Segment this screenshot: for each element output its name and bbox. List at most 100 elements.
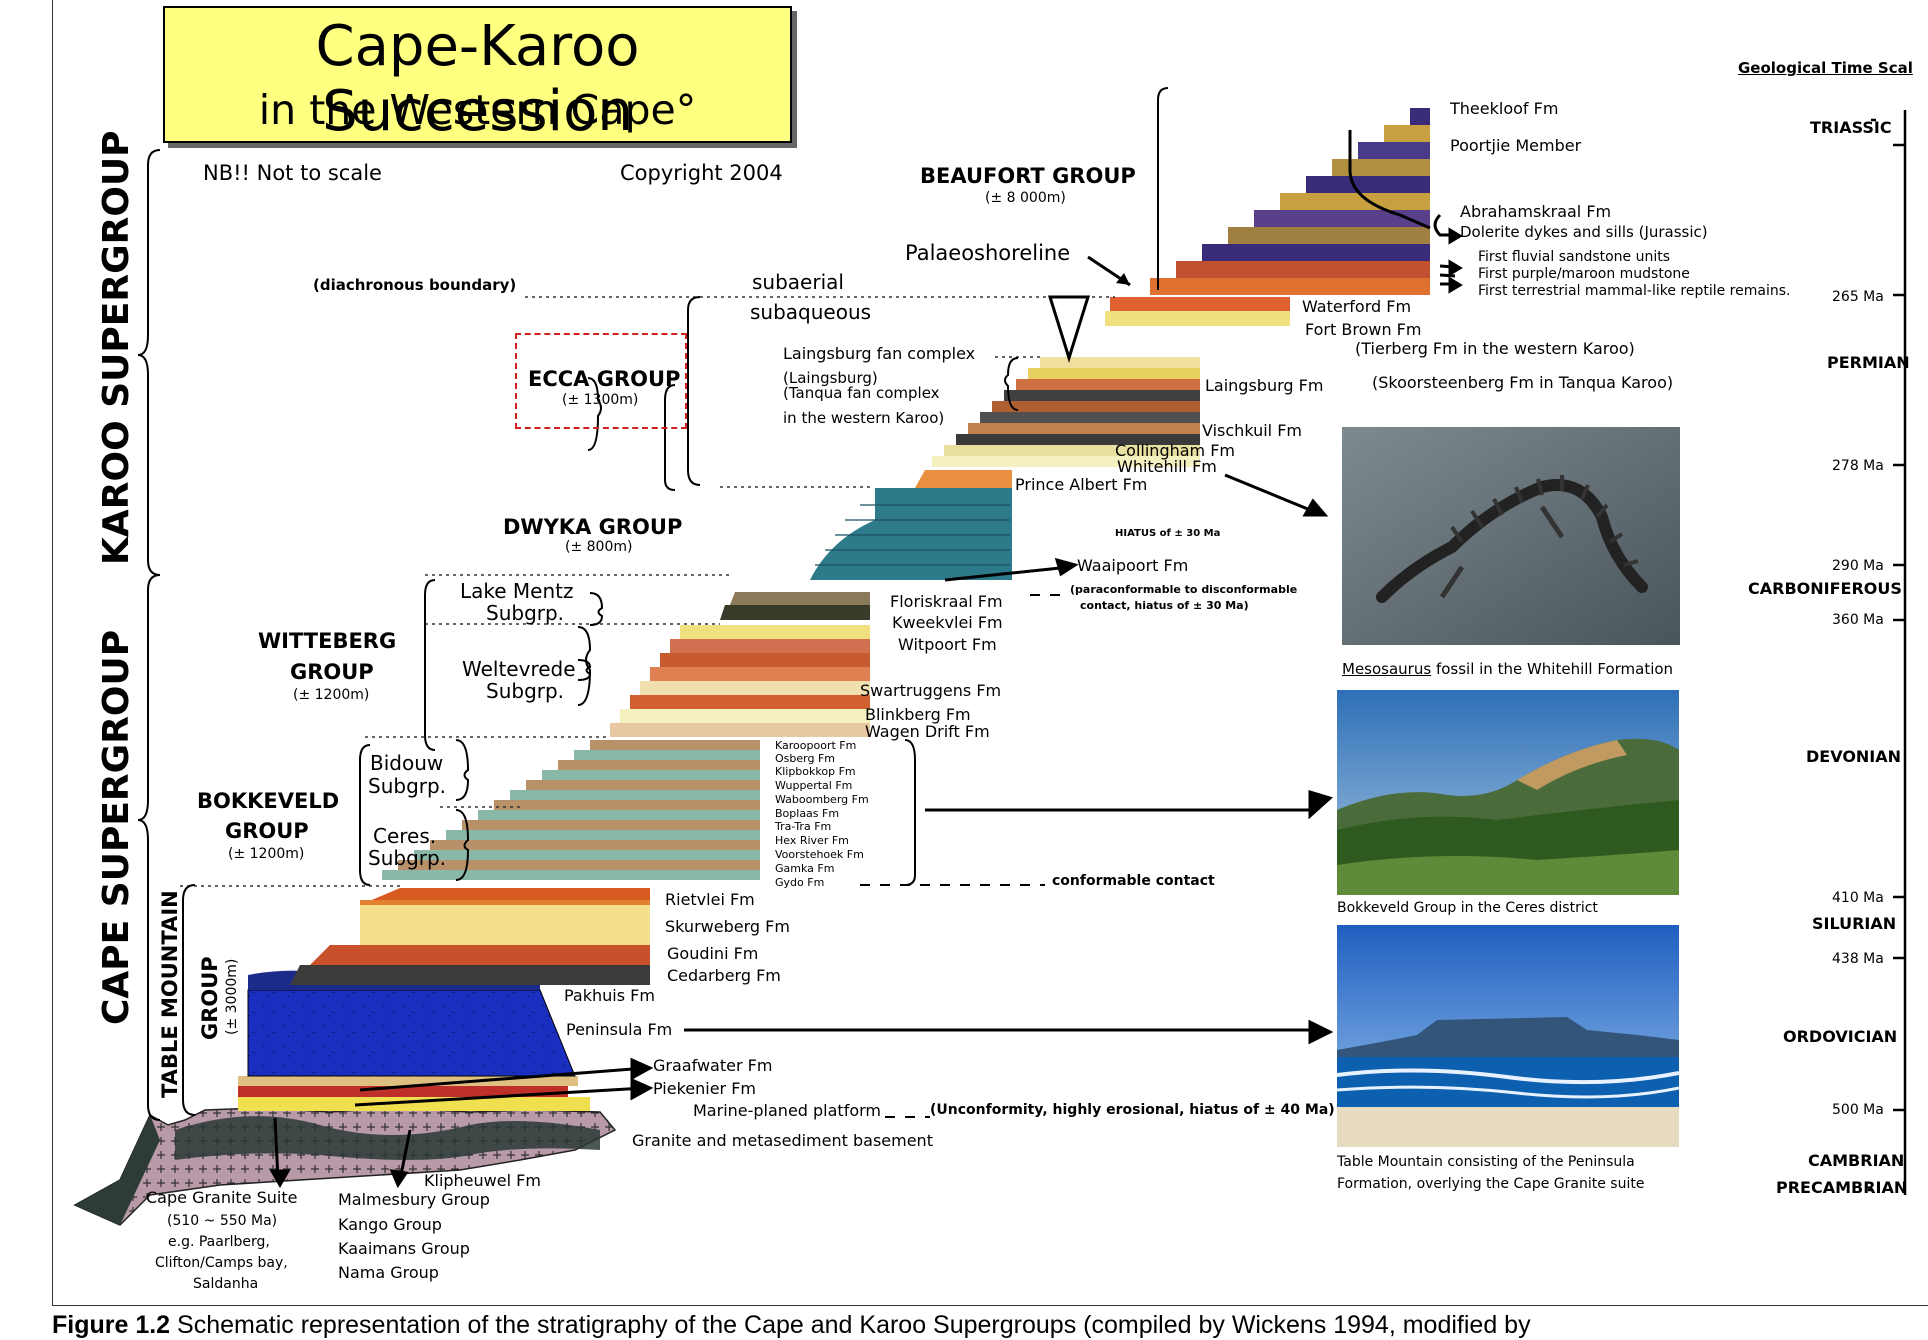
dwyka-thickness: (± 800m) — [565, 539, 633, 555]
witteberg-band — [670, 639, 870, 653]
boplaas-label: Boplaas Fm — [775, 807, 840, 820]
cape-supergroup-label: CAPE SUPERGROUP — [96, 629, 137, 1025]
skoorsteenberg-label: (Skoorsteenberg Fm in Tanqua Karoo) — [1372, 373, 1674, 392]
bokkeveld-band — [526, 780, 760, 790]
bokkeveld-image — [1337, 690, 1679, 895]
ceres-subgroup-2: Subgrp. — [368, 846, 447, 870]
klipbokkop-label: Klipbokkop Fm — [775, 765, 856, 778]
witpoort-label: Witpoort Fm — [898, 635, 997, 654]
copyright-note: Copyright 2004 — [620, 161, 783, 185]
beaufort-band — [1410, 108, 1430, 125]
collingham-label: Collingham Fm — [1115, 441, 1235, 460]
purple-mudstone-label: First purple/maroon mudstone — [1478, 266, 1690, 282]
bokkeveld-band — [494, 800, 760, 810]
beaufort-thickness: (± 8 000m) — [985, 190, 1066, 206]
bidouw-subgroup-2: Subgrp. — [368, 774, 447, 798]
theekloof-label: Theekloof Fm — [1450, 99, 1559, 118]
weltevrede-subgroup: Weltevrede — [462, 657, 576, 681]
figure-caption: Figure 1.2 Schematic representation of t… — [52, 1311, 1531, 1340]
beaufort-band — [1332, 159, 1430, 176]
hex-river-label: Hex River Fm — [775, 834, 849, 847]
peninsula-label: Peninsula Fm — [566, 1020, 673, 1039]
prince-albert-label: Prince Albert Fm — [1015, 475, 1148, 494]
gydo-label: Gydo Fm — [775, 876, 825, 889]
tanqua-fan-label: (Tanqua fan complex — [783, 384, 940, 402]
dwyka-layer — [810, 488, 1012, 580]
tablemountain-photo — [1337, 925, 1679, 1147]
lake-mentz-layer — [730, 592, 870, 605]
figure-caption-bold: Figure 1.2 — [52, 1311, 171, 1339]
waboomberg-label: Waboomberg Fm — [775, 793, 869, 806]
whitehill-label: Whitehill Fm — [1117, 457, 1217, 476]
beaufort-strata — [1105, 108, 1430, 326]
bokkeveld-strata — [382, 740, 760, 880]
tablemountain-caption-2: Formation, overlying the Cape Granite su… — [1337, 1176, 1645, 1192]
subaqueous-label: subaqueous — [750, 300, 872, 324]
figure-caption-rest: Schematic representation of the stratigr… — [170, 1311, 1531, 1339]
ceres-subgroup: Ceres. — [373, 824, 437, 848]
hiatus-label: HIATUS of ± 30 Ma — [1115, 528, 1221, 539]
bokkeveld-band — [542, 770, 760, 780]
ecca-group-label: ECCA GROUP — [528, 367, 681, 391]
weltevrede-subgroup-2: Subgrp. — [486, 679, 565, 703]
period-permian: PERMIAN — [1827, 353, 1910, 372]
floriskraal-label: Floriskraal Fm — [890, 592, 1003, 611]
palaeoshoreline-label: Palaeoshoreline — [905, 241, 1071, 265]
goudini-label: Goudini Fm — [667, 944, 759, 963]
bokkeveld-band — [590, 740, 760, 750]
gamka-label: Gamka Fm — [775, 862, 835, 875]
ecca-band — [932, 456, 1200, 467]
bokkeveld-band — [574, 750, 760, 760]
piekenier-label: Piekenier Fm — [653, 1079, 757, 1098]
age-360: 360 Ma — [1832, 612, 1884, 628]
tierberg-label: (Tierberg Fm in the western Karoo) — [1355, 339, 1635, 358]
wuppertal-label: Wuppertal Fm — [775, 779, 853, 792]
beaufort-band — [1280, 193, 1430, 210]
rietvlei-label: Rietvlei Fm — [665, 890, 755, 909]
ecca-box — [515, 333, 687, 429]
period-cambrian: CAMBRIAN — [1808, 1151, 1905, 1170]
metasediment-basement — [175, 1116, 600, 1160]
title-line1: Cape-Karoo Succession — [315, 14, 640, 144]
bokkeveld-band — [558, 760, 760, 770]
tablemountain-image — [1337, 925, 1679, 1147]
floriskraal-layer — [720, 605, 870, 620]
title-box: Cape-Karoo Succession in the Western Cap… — [163, 6, 792, 144]
laingsburg-fan-label: Laingsburg fan complex — [783, 344, 976, 363]
marine-platform-label: Marine-planed platform — [693, 1101, 882, 1120]
ecca-band — [968, 423, 1200, 434]
period-ordovician: ORDOVICIAN — [1783, 1027, 1898, 1046]
witteberg-thickness: (± 1200m) — [293, 687, 370, 703]
bokkeveld-band — [398, 860, 760, 870]
table-mountain-label: TABLE MOUNTAIN — [158, 890, 182, 1098]
bokkeveld-band — [446, 830, 760, 840]
granite-eg-label: e.g. Paarlberg, — [168, 1234, 270, 1250]
period-silurian: SILURIAN — [1812, 914, 1897, 933]
basement-foot — [75, 1115, 160, 1225]
bokkeveld-band — [478, 810, 760, 820]
period-devonian: DEVONIAN — [1806, 747, 1902, 766]
diachronous-label: (diachronous boundary) — [313, 276, 517, 294]
bokkeveld-photo — [1337, 690, 1679, 895]
witteberg-band — [640, 681, 870, 695]
peninsula-layer — [247, 989, 576, 1077]
karoo-supergroup-label: KAROO SUPERGROUP — [96, 130, 137, 565]
bokkeveld-band — [382, 870, 760, 880]
lake-mentz-subgroup-2: Subgrp. — [486, 601, 565, 625]
age-410: 410 Ma — [1832, 890, 1884, 906]
skurweberg-label: Skurweberg Fm — [665, 917, 790, 936]
prince-albert-layer — [915, 470, 1012, 488]
age-290: 290 Ma — [1832, 558, 1884, 574]
period-carboniferous: CARBONIFEROUS — [1748, 579, 1902, 598]
osberg-label: Osberg Fm — [775, 752, 835, 765]
tra-tra-label: Tra-Tra Fm — [775, 820, 832, 833]
beaufort-band — [1384, 125, 1430, 142]
voorstehoek-label: Voorstehoek Fm — [775, 848, 864, 861]
ecca-band — [1004, 390, 1200, 401]
witteberg-group-label: WITTEBERG — [258, 629, 397, 653]
abrahamskraal-label: Abrahamskraal Fm — [1460, 202, 1612, 221]
witteberg-band — [620, 709, 870, 723]
fluvial-label: First fluvial sandstone units — [1478, 249, 1671, 265]
cedarberg-layer — [290, 965, 650, 985]
